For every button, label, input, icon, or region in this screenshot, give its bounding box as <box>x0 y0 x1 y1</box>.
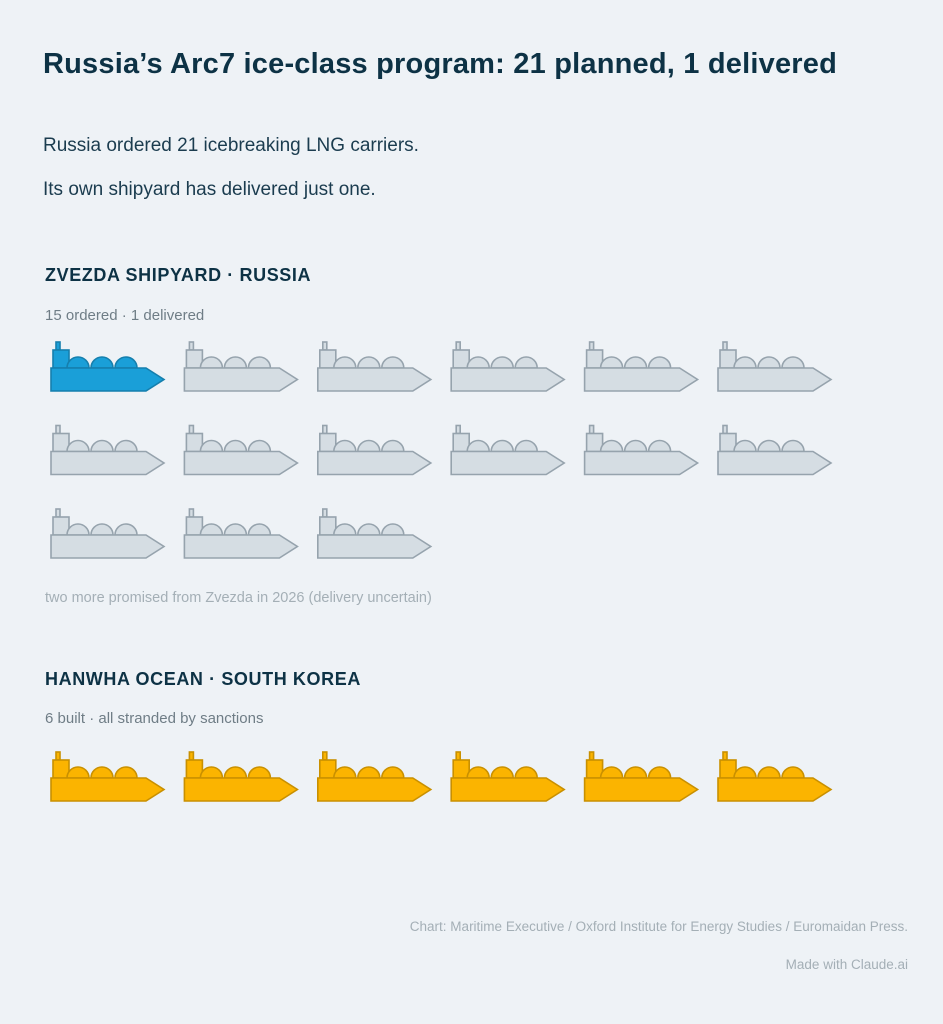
credit-note: Made with Claude.ai <box>785 957 908 972</box>
ship-icon <box>450 341 566 392</box>
ship-icon <box>583 341 700 392</box>
subtitle-ordered: Russia ordered 21 icebreaking LNG carrie… <box>43 135 419 156</box>
ship-icon <box>316 508 433 559</box>
ship-icon-highlighted <box>717 751 833 802</box>
section-subtitle-hanwha: 6 built · all stranded by sanctions <box>45 710 264 727</box>
ship-icon <box>183 508 299 559</box>
ship-icon-highlighted <box>50 341 166 392</box>
zvezda-ship-grid <box>50 341 833 559</box>
ship-icon-highlighted <box>183 751 299 802</box>
section-title-zvezda: ZVEZDA SHIPYARD · RUSSIA <box>45 265 312 285</box>
ship-icon <box>50 508 166 559</box>
ship-icon <box>183 341 299 392</box>
ship-icon <box>583 424 700 476</box>
ship-icon <box>50 424 166 476</box>
ship-icon <box>717 341 833 392</box>
chart-title: Russia’s Arc7 ice-class program: 21 plan… <box>43 48 838 80</box>
ship-icon <box>316 424 433 476</box>
ship-icon-highlighted <box>583 751 700 802</box>
ship-icon-highlighted <box>50 751 166 802</box>
section-title-hanwha: HANWHA OCEAN · SOUTH KOREA <box>45 669 361 689</box>
ship-icon <box>717 424 833 476</box>
ship-icon <box>316 341 433 392</box>
hanwha-ship-grid <box>50 751 833 802</box>
subtitle-delivered: Its own shipyard has delivered just one. <box>43 179 376 200</box>
section-subtitle-zvezda: 15 ordered · 1 delivered <box>45 307 205 324</box>
ship-icon-highlighted <box>450 751 566 802</box>
source-note: Chart: Maritime Executive / Oxford Insti… <box>409 919 908 934</box>
ship-icon-highlighted <box>316 751 433 802</box>
ship-icon <box>183 424 299 476</box>
zvezda-note: two more promised from Zvezda in 2026 (d… <box>45 590 432 606</box>
ship-icon <box>450 424 566 476</box>
